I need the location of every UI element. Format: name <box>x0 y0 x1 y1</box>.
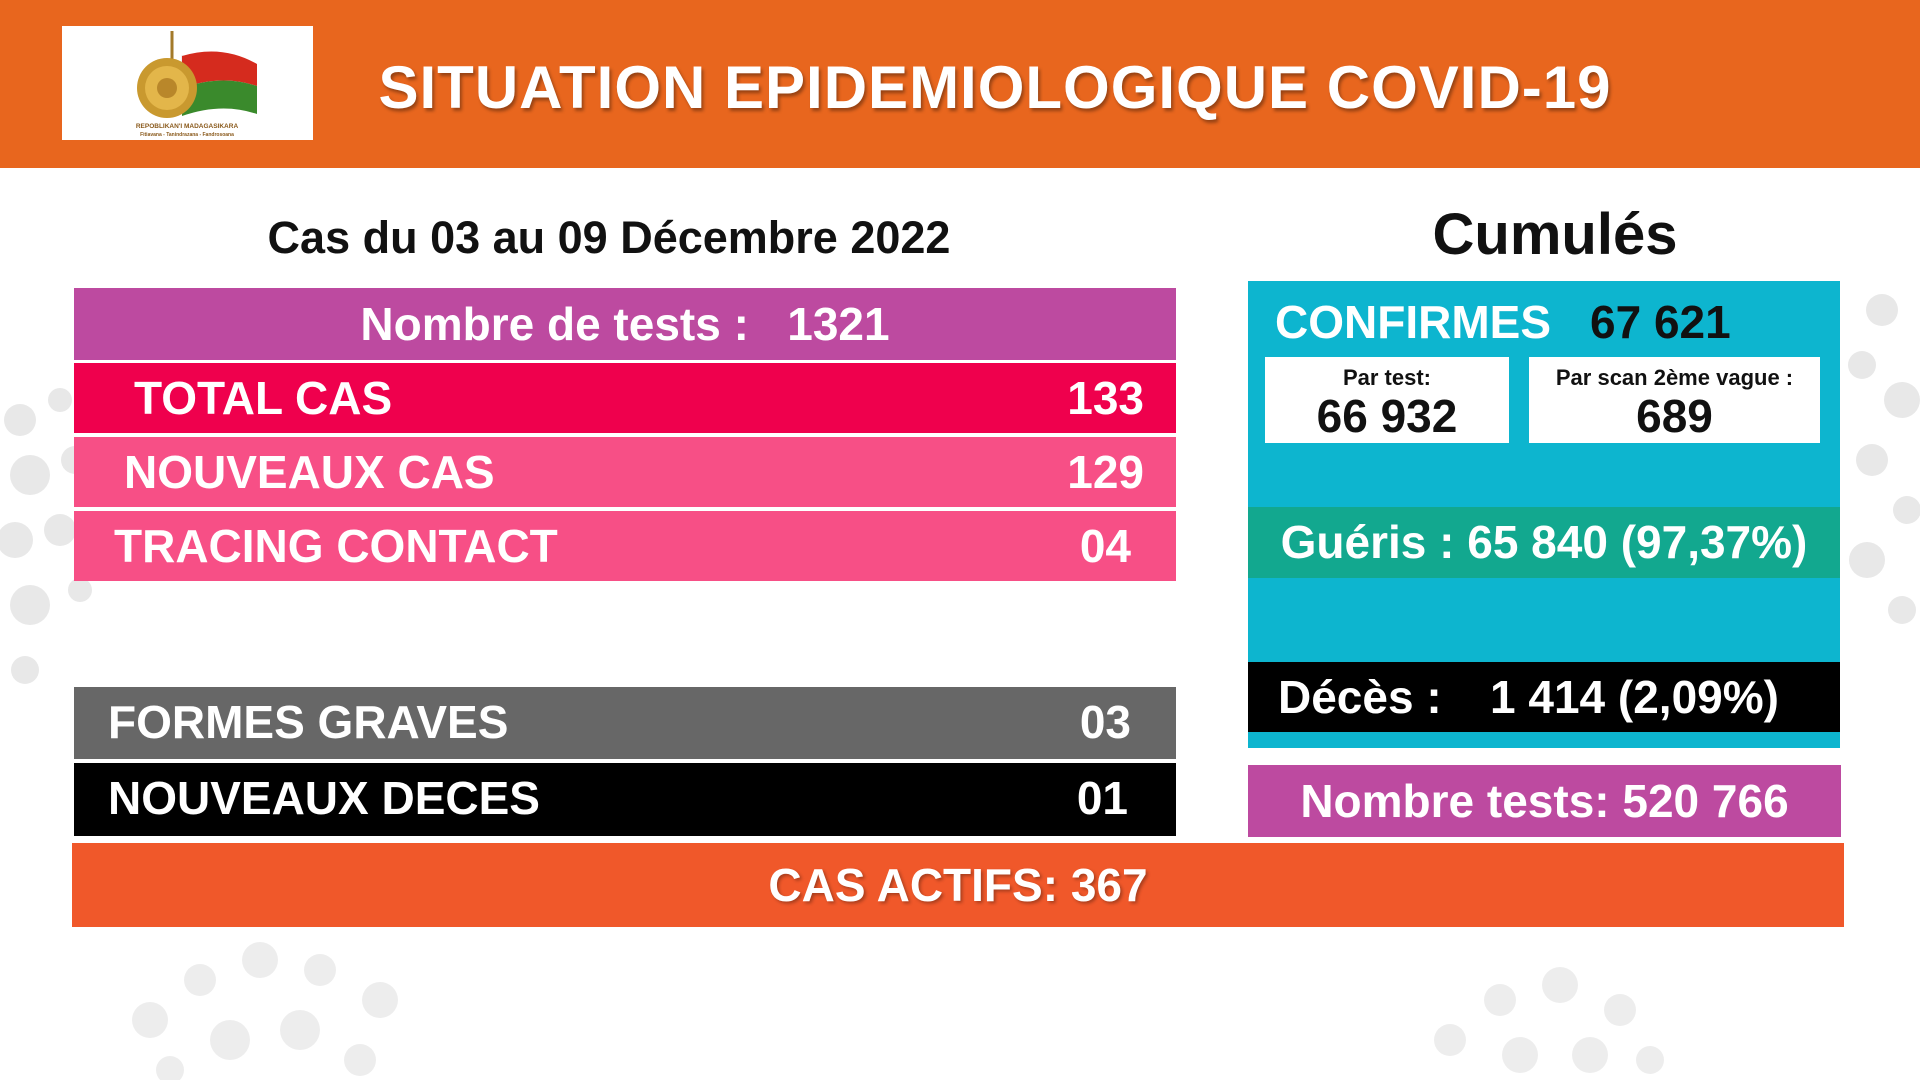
cas-actifs-text: CAS ACTIFS: 367 <box>72 843 1844 927</box>
nouveaux-cas-label: NOUVEAUX CAS <box>124 446 495 498</box>
par-scan-label: Par scan 2ème vague : <box>1555 365 1794 390</box>
tests-count-text: Nombre de tests : 1321 <box>74 288 1176 360</box>
cumul-title: Cumulés <box>1432 202 1678 267</box>
confirmes-label: CONFIRMES <box>1275 296 1551 348</box>
total-cas-bar: TOTAL CAS 133 <box>74 363 1176 433</box>
cas-actifs-bar: CAS ACTIFS: 367 <box>72 843 1844 927</box>
virus-decoration-bottom-right <box>1434 967 1664 1074</box>
total-cas-value: 133 <box>1067 372 1144 424</box>
svg-text:Fitiavana - Tanindrazana - Fan: Fitiavana - Tanindrazana - Fandrosoana <box>140 132 234 138</box>
nouveaux-cas-bar: NOUVEAUX CAS 129 <box>74 437 1176 507</box>
cas-actifs-value: 367 <box>1070 859 1148 911</box>
total-cas-label: TOTAL CAS <box>134 372 393 424</box>
formes-graves-value: 03 <box>1079 696 1131 748</box>
tracing-contact-bar: TRACING CONTACT 04 <box>74 511 1176 581</box>
par-test-box: Par test: 66 932 <box>1265 357 1509 443</box>
nombre-tests-cumul: Nombre tests: 520 766 <box>1248 765 1841 837</box>
gueris-text: Guéris : 65 840 (97,37%) <box>1280 516 1808 568</box>
gueris-band <box>1248 507 1840 578</box>
tests-count-label: Nombre de tests : <box>360 298 749 350</box>
par-scan-box: Par scan 2ème vague : 689 <box>1529 357 1820 443</box>
coat-of-arms-icon: REPOBLIKAN'I MADAGASIKARA Fitiavana - Ta… <box>136 31 257 138</box>
tests-count-bar: Nombre de tests : 1321 <box>74 288 1176 360</box>
tests-count-value: 1321 <box>787 298 890 350</box>
nouveaux-deces-label: NOUVEAUX DECES <box>108 772 540 824</box>
cas-actifs-label: CAS ACTIFS: <box>768 859 1059 911</box>
formes-graves-bar: FORMES GRAVES 03 <box>74 687 1176 759</box>
formes-graves-label: FORMES GRAVES <box>108 696 509 748</box>
virus-decoration-bottom-left <box>132 942 398 1080</box>
madagascar-logo: REPOBLIKAN'I MADAGASIKARA Fitiavana - Ta… <box>62 26 313 140</box>
deces-value: 1 414 (2,09%) <box>1490 671 1779 723</box>
nouveaux-deces-value: 01 <box>1076 772 1128 824</box>
virus-decoration-right <box>1848 294 1920 624</box>
confirmes-value: 67 621 <box>1590 296 1731 348</box>
par-test-value: 66 932 <box>1316 390 1458 442</box>
tracing-contact-label: TRACING CONTACT <box>114 520 558 572</box>
svg-text:REPOBLIKAN'I MADAGASIKARA: REPOBLIKAN'I MADAGASIKARA <box>136 123 239 130</box>
tracing-contact-value: 04 <box>1079 520 1131 572</box>
period-title: Cas du 03 au 09 Décembre 2022 <box>267 212 951 263</box>
par-test-label: Par test: <box>1342 365 1432 390</box>
deces-band <box>1248 662 1840 732</box>
par-scan-value: 689 <box>1636 390 1713 442</box>
nouveaux-cas-value: 129 <box>1067 446 1144 498</box>
header-banner <box>0 0 1920 168</box>
deces-label: Décès : <box>1278 671 1442 723</box>
page-title: SITUATION EPIDEMIOLOGIQUE COVID-19 <box>378 54 1612 121</box>
nouveaux-deces-bar: NOUVEAUX DECES 01 <box>74 763 1176 836</box>
